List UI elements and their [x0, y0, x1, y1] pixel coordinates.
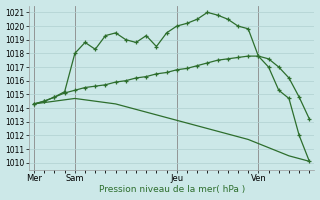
X-axis label: Pression niveau de la mer( hPa ): Pression niveau de la mer( hPa ) [99, 185, 245, 194]
